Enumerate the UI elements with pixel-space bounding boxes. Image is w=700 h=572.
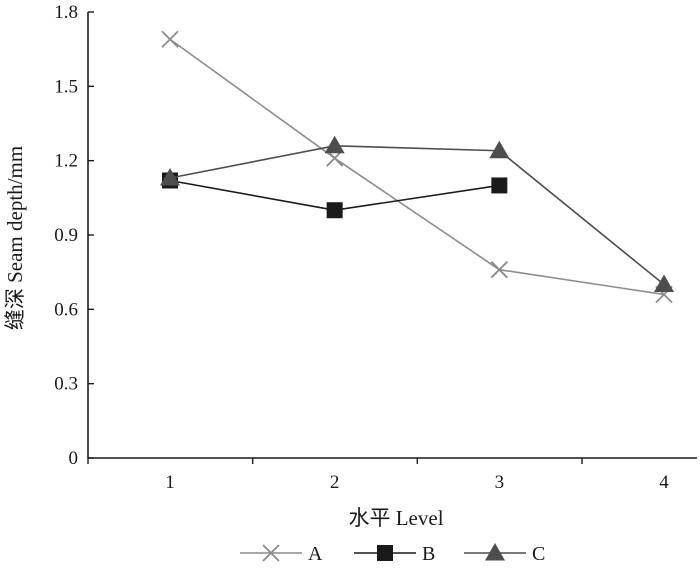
legend-label: C	[532, 543, 545, 565]
data-point-A	[161, 30, 179, 48]
series-A	[161, 30, 673, 304]
series-B	[162, 172, 508, 219]
legend: A B C	[240, 543, 545, 565]
legend-label: B	[422, 543, 435, 565]
series-C	[160, 135, 674, 293]
legend-item-B: B	[354, 543, 435, 565]
y-tick-label: 1.8	[54, 2, 78, 23]
x-axis-ticks: 1 2 3 4	[87, 458, 669, 493]
data-point-A	[490, 261, 508, 279]
data-point-C	[654, 274, 674, 293]
legend-marker	[377, 545, 393, 561]
data-point-C	[324, 135, 345, 154]
data-point-C	[160, 168, 180, 186]
series-line-C	[169, 144, 665, 286]
axes	[87, 12, 697, 459]
x-tick-label: 4	[659, 472, 669, 493]
legend-label: A	[308, 543, 323, 565]
y-tick-label: 0.9	[54, 225, 78, 246]
legend-marker-stroke	[262, 544, 280, 562]
data-point-B	[491, 177, 508, 194]
x-axis-label: 水平 Level	[348, 506, 443, 530]
legend-item-A: A	[240, 543, 323, 565]
x-tick-label: 3	[495, 472, 505, 493]
y-axis-label: 缝深 Seam depth/mm	[3, 146, 27, 330]
y-tick-label: 0	[69, 448, 79, 469]
legend-item-C: C	[464, 543, 545, 565]
y-tick-label: 0.3	[54, 374, 78, 395]
x-tick-label: 1	[165, 472, 175, 493]
legend-marker	[262, 544, 280, 562]
data-point-A-stroke	[161, 30, 179, 48]
y-tick-label: 1.2	[54, 151, 78, 172]
data-point-A-stroke	[490, 261, 508, 279]
y-tick-label: 0.6	[54, 299, 78, 320]
legend-marker	[485, 543, 505, 561]
x-tick-label: 2	[330, 472, 340, 493]
series-layer	[160, 30, 674, 304]
data-point-B	[326, 202, 343, 219]
y-axis-ticks: 0 0.3 0.6 0.9 1.2 1.5 1.8	[54, 2, 94, 469]
y-tick-label: 1.5	[54, 76, 78, 97]
data-point-C	[489, 140, 510, 159]
series-line-A	[169, 38, 665, 296]
